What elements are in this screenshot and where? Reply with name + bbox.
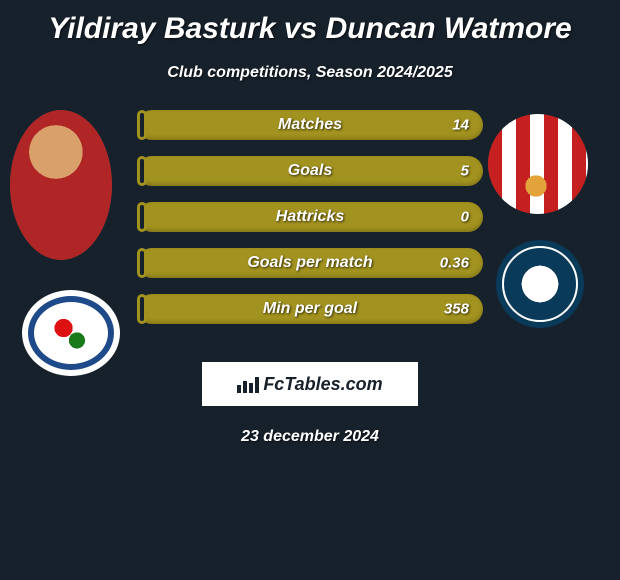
page-title: Yildiray Basturk vs Duncan Watmore [0, 0, 620, 46]
stat-bar: Hattricks 0 [137, 202, 483, 232]
stat-bar-fill [137, 248, 147, 278]
comparison-panel: Matches 14 Goals 5 Hattricks 0 Goals per match… [0, 110, 620, 324]
date-label: 23 december 2024 [0, 428, 620, 446]
stat-bar-value: 0 [461, 209, 469, 226]
chart-icon [237, 375, 259, 393]
stat-bar: Min per goal 358 [137, 294, 483, 324]
stat-bar: Goals per match 0.36 [137, 248, 483, 278]
stat-bar-value: 14 [452, 117, 469, 134]
site-logo: FcTables.com [202, 362, 418, 406]
subtitle: Club competitions, Season 2024/2025 [0, 64, 620, 82]
player-left-avatar [10, 110, 112, 260]
stat-bar-fill [137, 294, 147, 324]
stat-bars: Matches 14 Goals 5 Hattricks 0 Goals per match… [137, 110, 483, 324]
logo-text: FcTables.com [263, 374, 382, 395]
stat-bar-fill [137, 202, 147, 232]
stat-bar: Goals 5 [137, 156, 483, 186]
stat-bar-label: Goals [288, 162, 332, 180]
club-left-badge [22, 290, 120, 376]
stat-bar-label: Matches [278, 116, 342, 134]
club-right-badge [496, 240, 584, 328]
stat-bar-label: Goals per match [247, 254, 372, 272]
stat-bar-label: Min per goal [263, 300, 357, 318]
stat-bar: Matches 14 [137, 110, 483, 140]
stat-bar-fill [137, 110, 147, 140]
stat-bar-value: 0.36 [440, 255, 469, 272]
stat-bar-value: 358 [444, 301, 469, 318]
player-right-avatar [488, 114, 588, 214]
stat-bar-fill [137, 156, 147, 186]
stat-bar-value: 5 [461, 163, 469, 180]
stat-bar-label: Hattricks [276, 208, 344, 226]
